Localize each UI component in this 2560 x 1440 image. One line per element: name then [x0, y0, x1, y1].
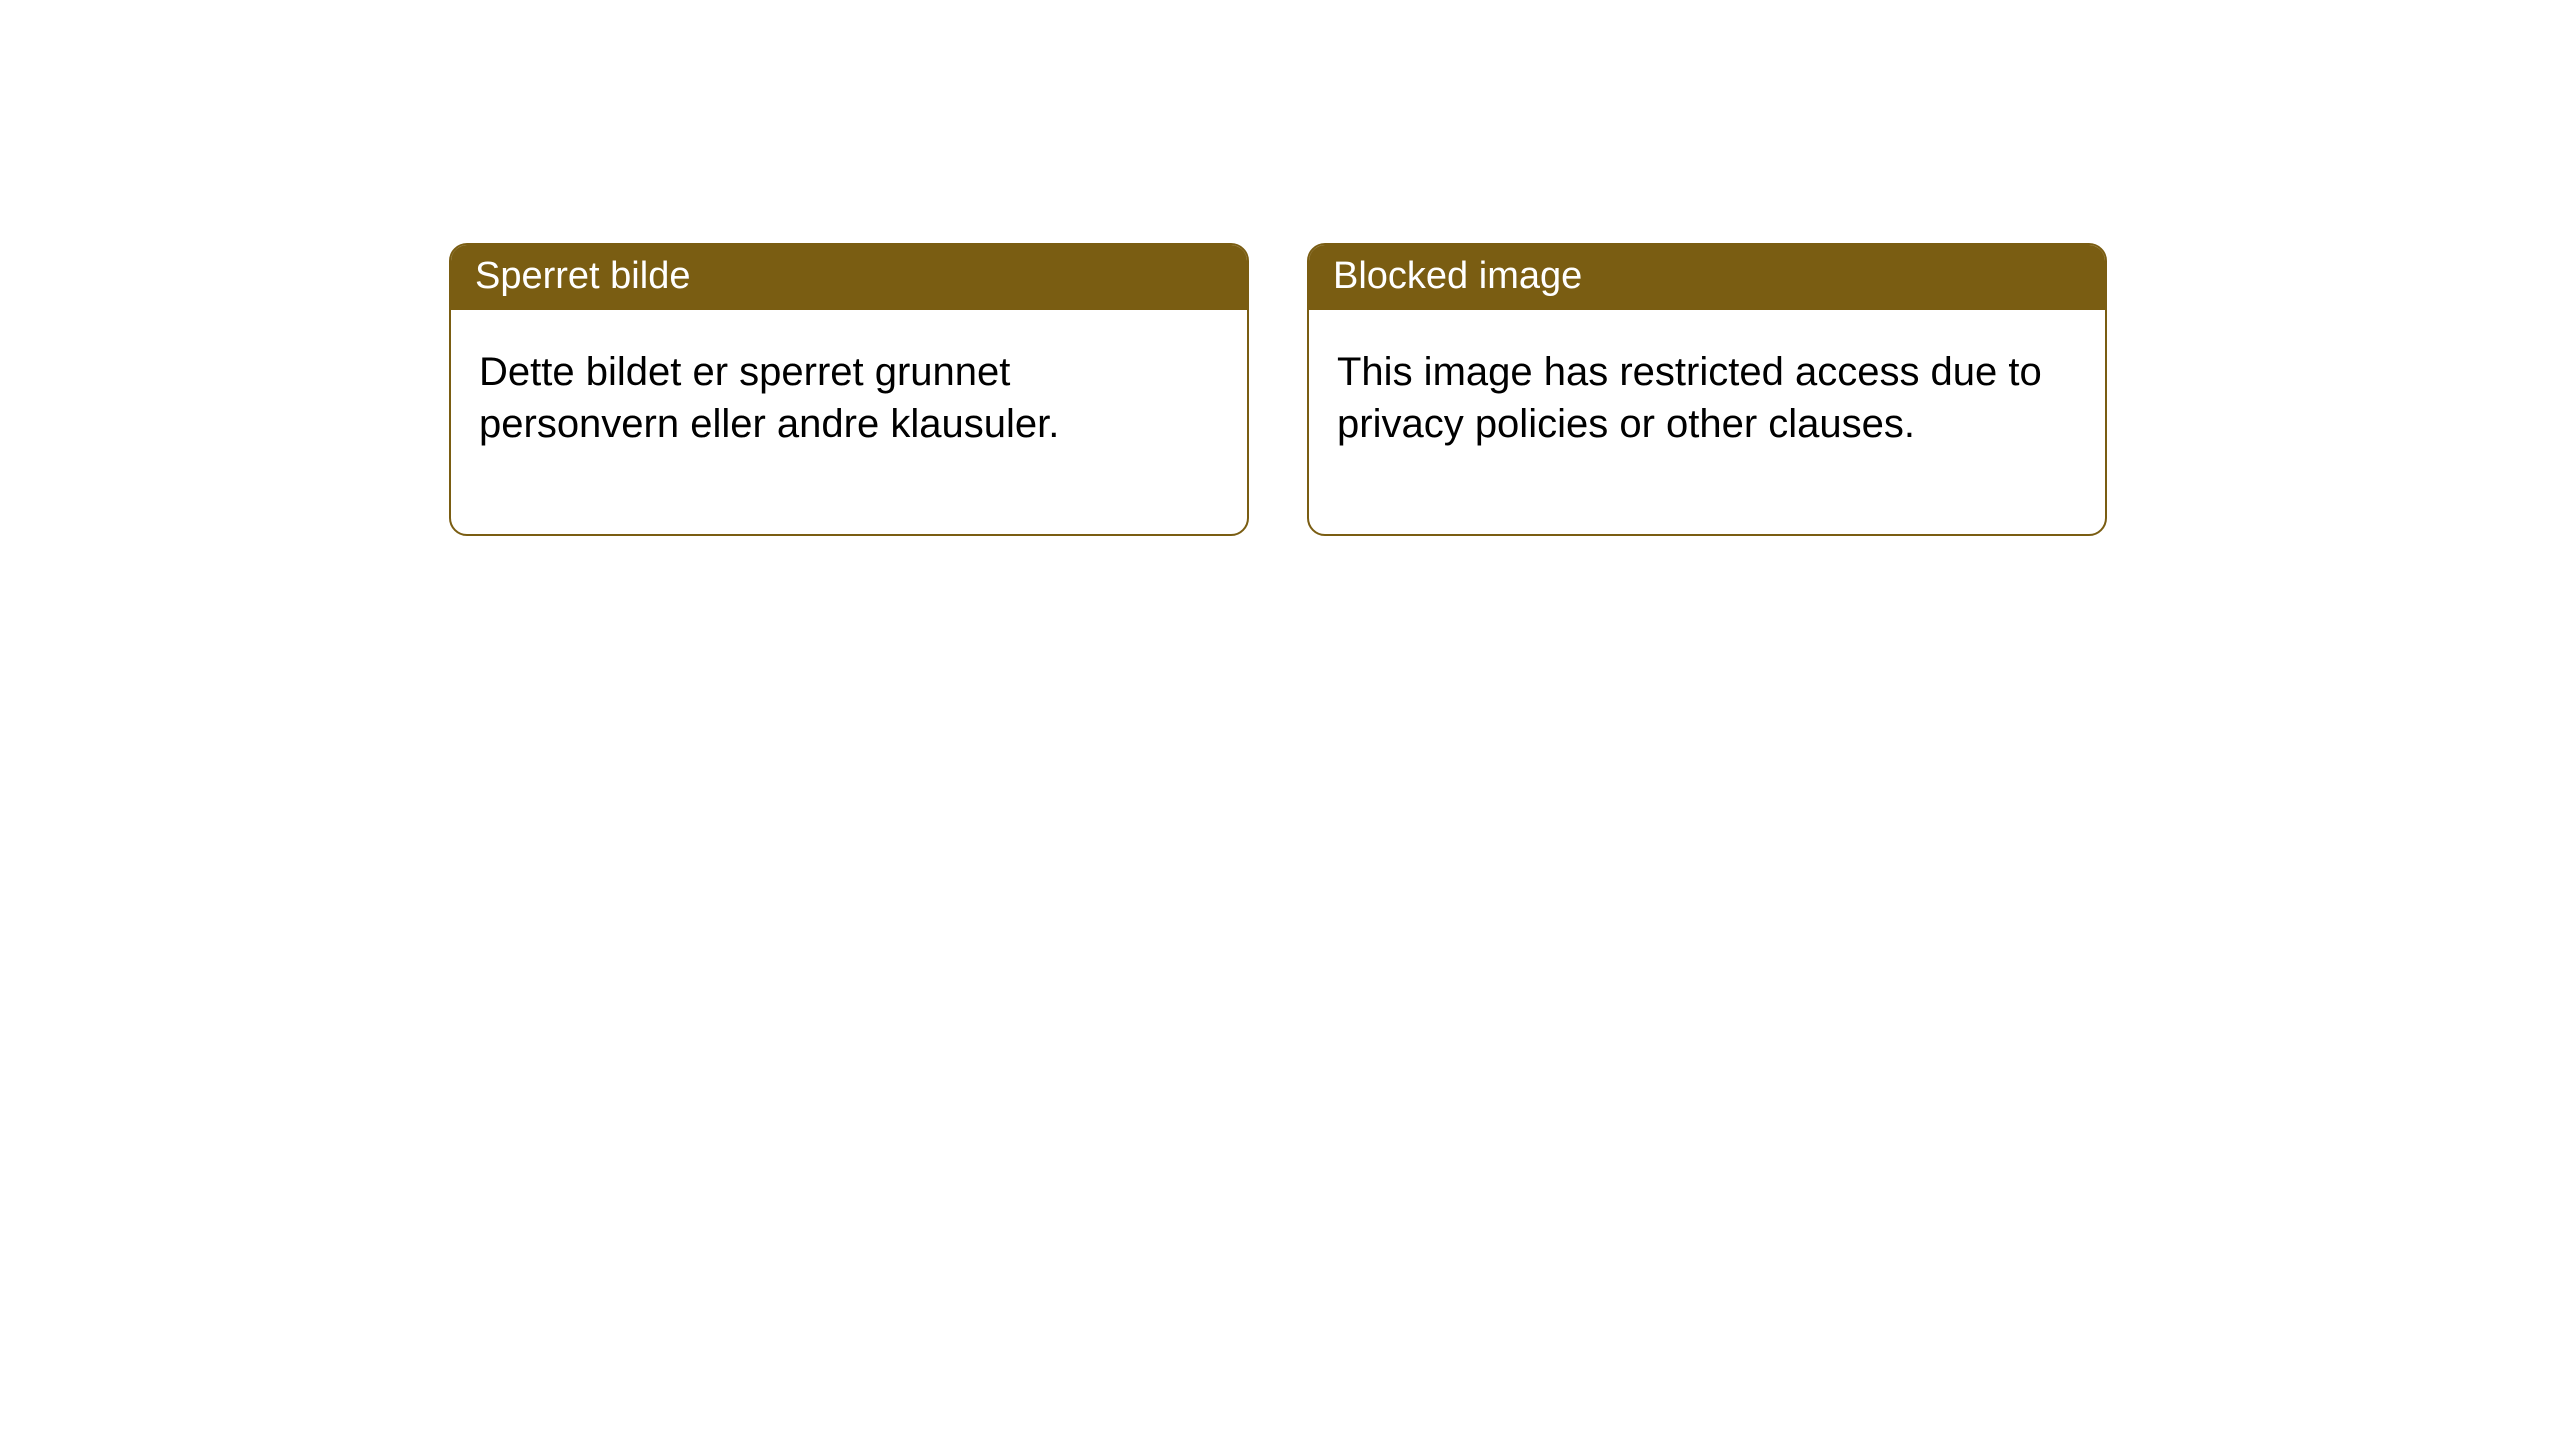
card-message: This image has restricted access due to …	[1337, 350, 2042, 446]
notice-card-english: Blocked image This image has restricted …	[1307, 243, 2107, 536]
card-body: Dette bildet er sperret grunnet personve…	[451, 310, 1247, 534]
notice-card-norwegian: Sperret bilde Dette bildet er sperret gr…	[449, 243, 1249, 536]
card-title: Sperret bilde	[475, 255, 690, 297]
card-body: This image has restricted access due to …	[1309, 310, 2105, 534]
card-header: Sperret bilde	[451, 245, 1247, 310]
card-header: Blocked image	[1309, 245, 2105, 310]
card-message: Dette bildet er sperret grunnet personve…	[479, 350, 1059, 446]
notice-container: Sperret bilde Dette bildet er sperret gr…	[449, 243, 2107, 536]
card-title: Blocked image	[1333, 255, 1582, 297]
